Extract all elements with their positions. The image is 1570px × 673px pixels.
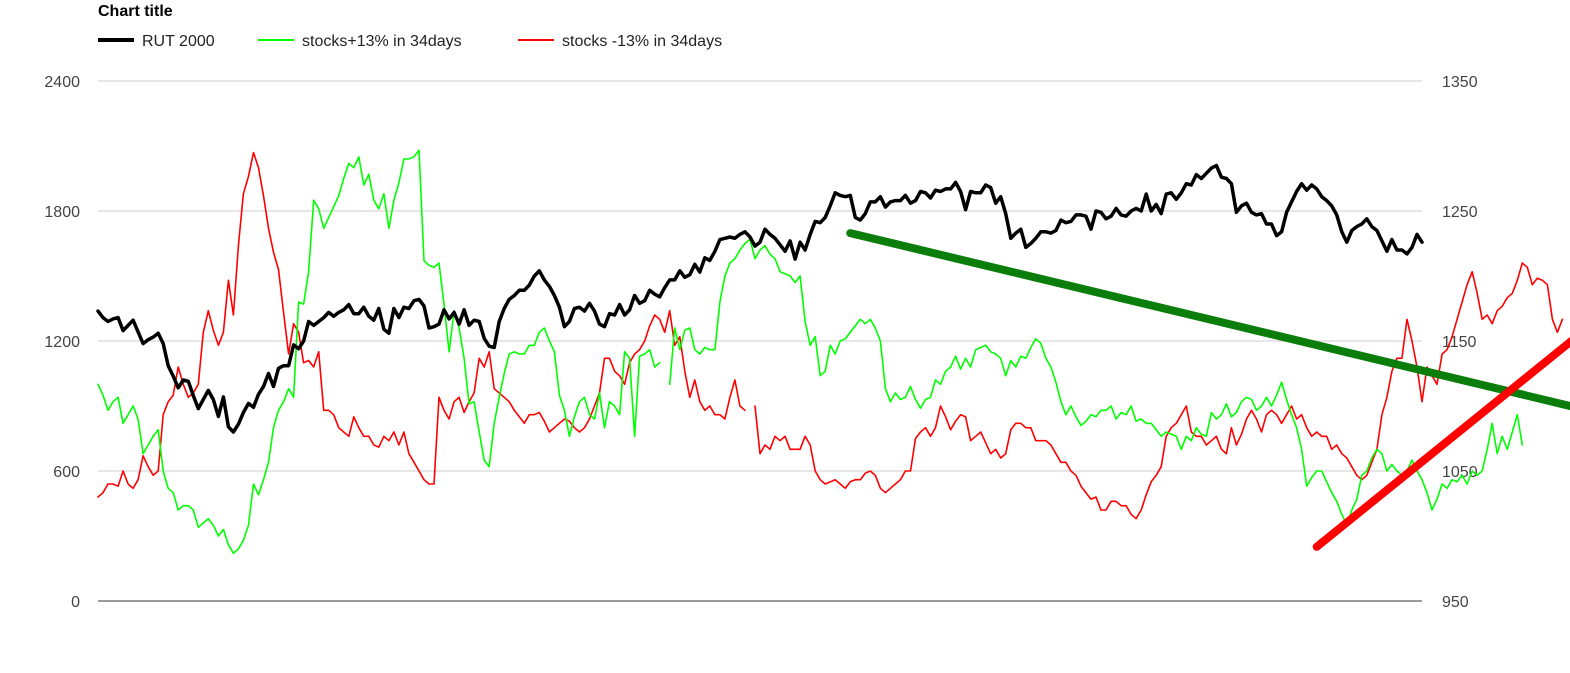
legend-label: stocks+13% in 34days [302,33,462,50]
legend: RUT 2000 stocks+13% in 34days stocks -13% … [98,33,722,50]
left-tick-label: 2400 [44,74,80,91]
legend-label: RUT 2000 [142,33,215,50]
red-trend-arrow [1312,336,1570,551]
series-line-1 [97,149,1524,555]
left-axis: 0 600 1200 1800 2400 [44,74,80,611]
legend-label: stocks -13% in 34days [562,33,722,50]
right-tick-label: 950 [1442,594,1469,611]
series-line-0 [96,163,1424,434]
left-tick-label: 1800 [44,204,80,221]
chart-title: Chart title [98,3,173,20]
left-tick-label: 0 [71,594,80,611]
right-tick-label: 1150 [1442,334,1477,351]
annotation-arrows [846,229,1570,551]
green-trend-arrow [846,229,1570,411]
right-tick-label: 1350 [1442,74,1478,91]
left-tick-label: 1200 [44,334,80,351]
right-tick-label: 1250 [1442,204,1478,221]
right-tick-label: 1050 [1442,464,1478,481]
left-tick-label: 600 [53,464,80,481]
right-axis: 950 1050 1150 1250 1350 [1442,74,1478,611]
